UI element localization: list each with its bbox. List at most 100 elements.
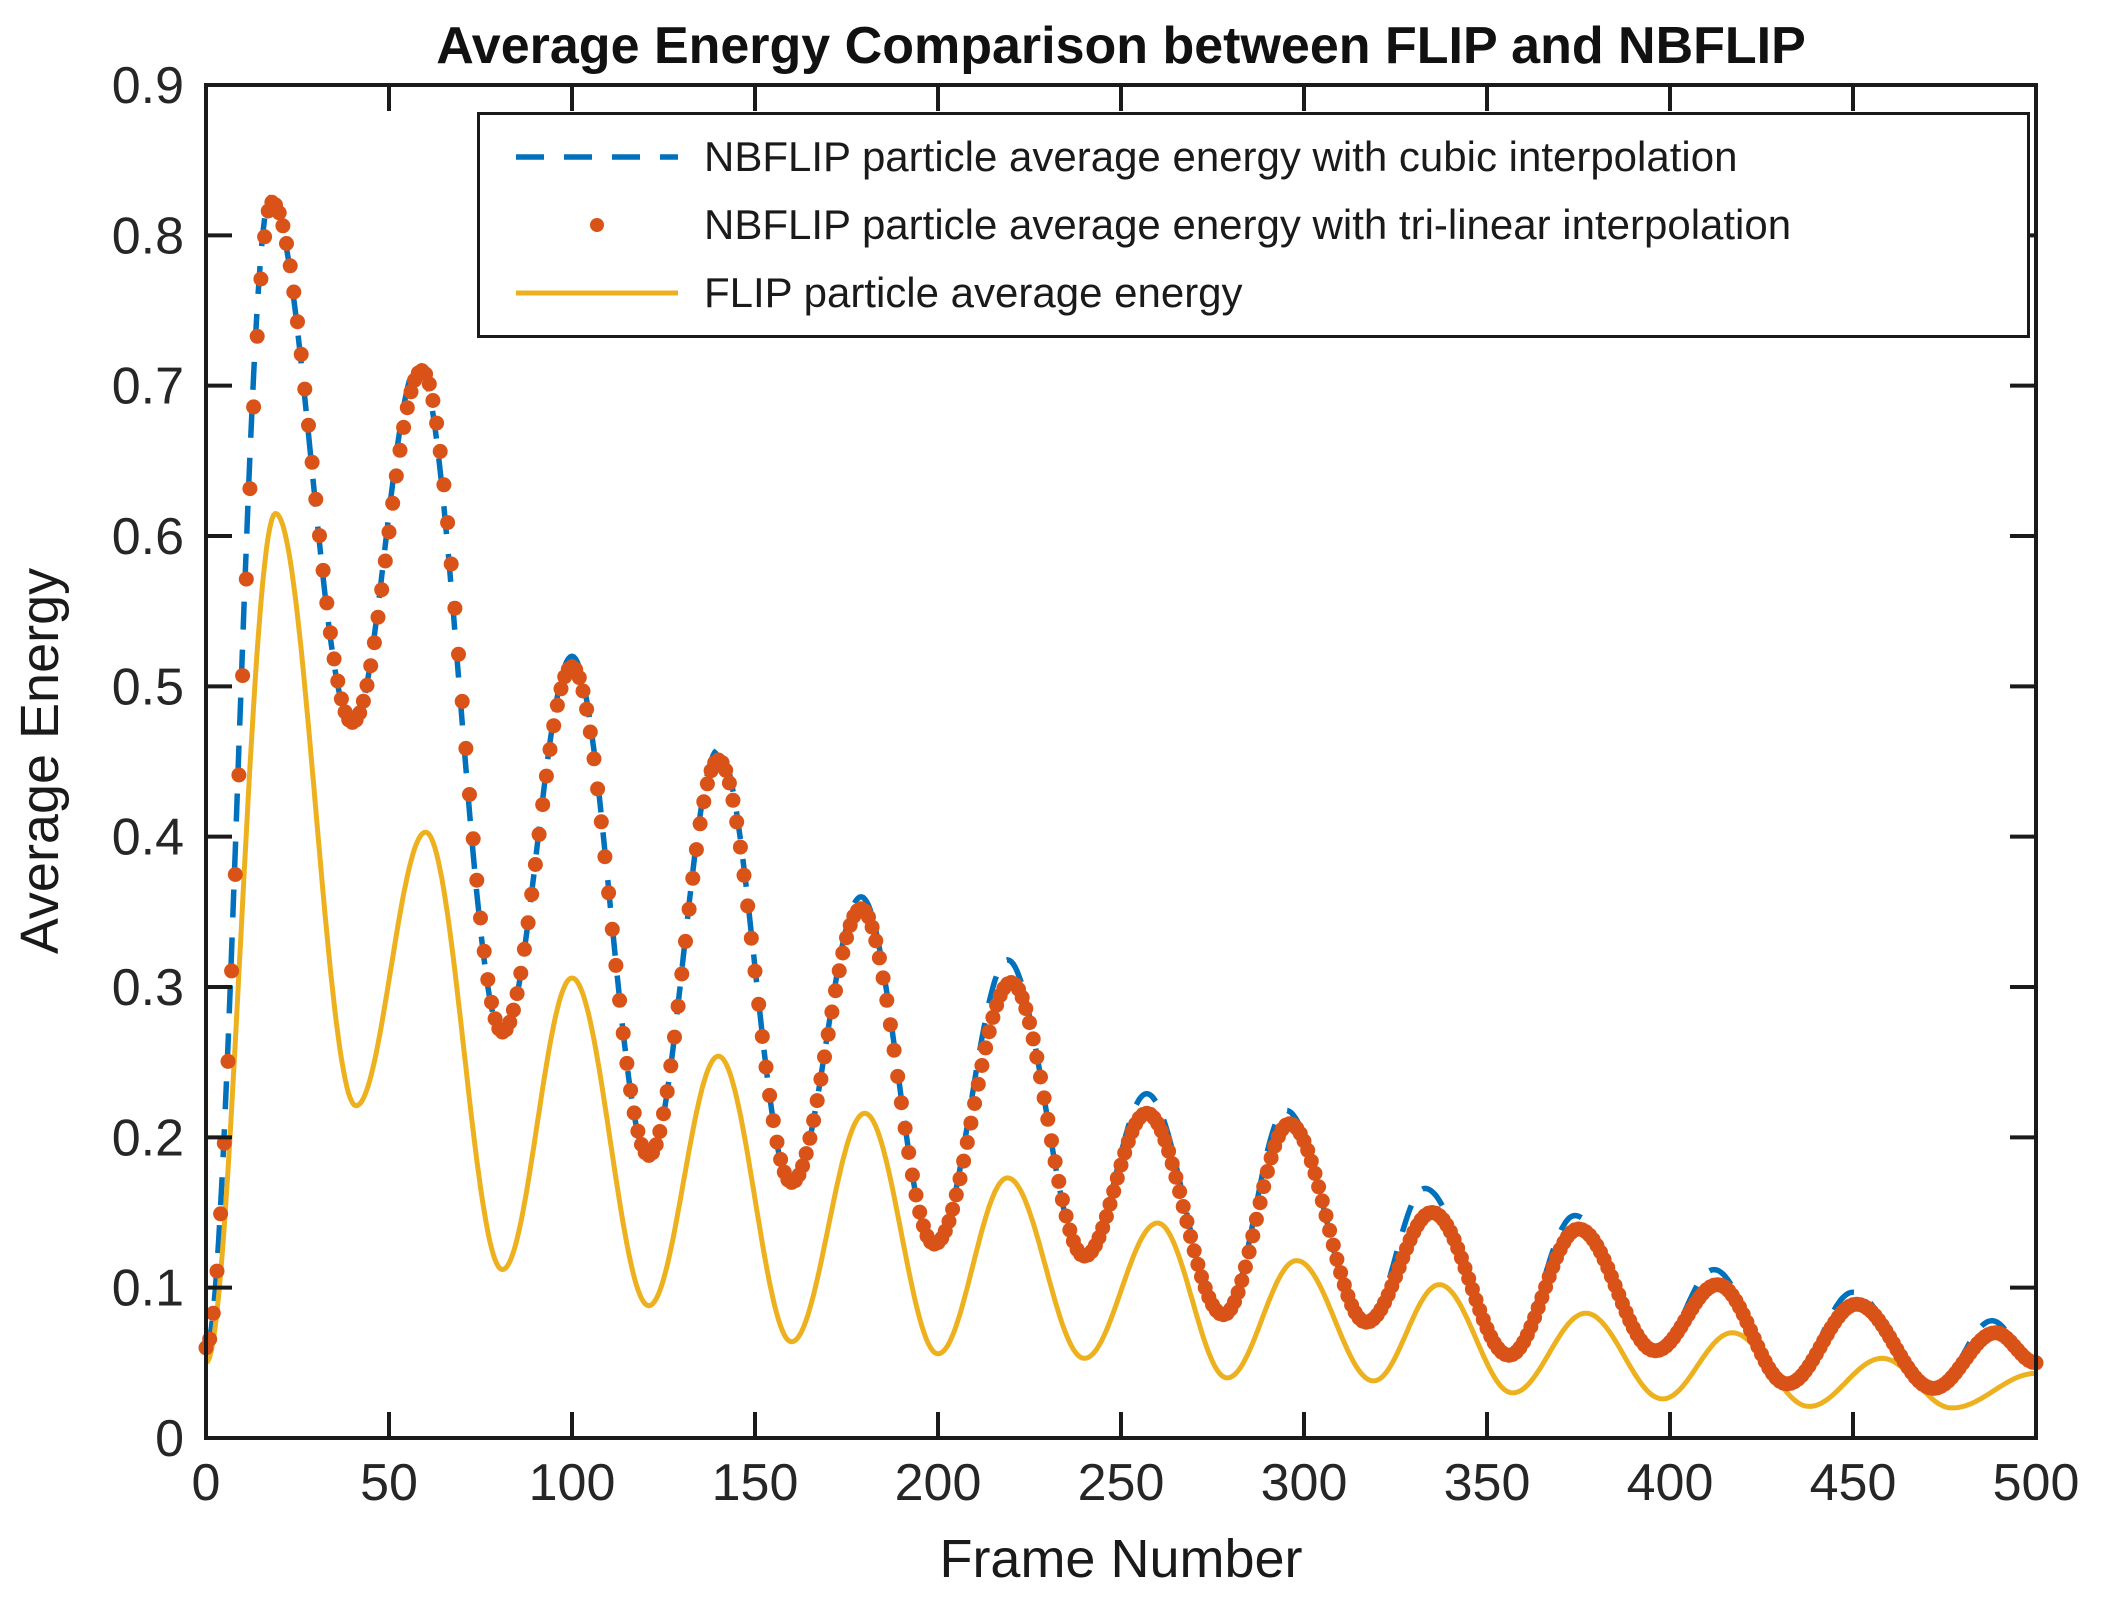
data-point-dot <box>553 681 569 697</box>
data-point-dot <box>513 965 529 981</box>
data-point-dot <box>1186 1243 1202 1259</box>
data-point-dot <box>765 1113 781 1129</box>
data-point-dot <box>246 399 262 415</box>
data-point-dot <box>425 393 441 408</box>
data-point-dot <box>699 776 715 792</box>
data-point-dot <box>769 1134 785 1150</box>
data-point-dot <box>659 1084 675 1100</box>
data-point-dot <box>392 442 408 458</box>
data-point-dot <box>209 1263 225 1279</box>
data-point-dot <box>527 857 543 872</box>
data-point-dot <box>729 814 745 830</box>
y-tick-label: 0.3 <box>112 959 184 1017</box>
series-flip-line <box>204 510 2037 1411</box>
data-point-dot <box>1190 1256 1206 1272</box>
data-point-dot <box>205 1305 221 1321</box>
data-point-dot <box>377 553 393 569</box>
data-point-dot <box>648 1137 664 1153</box>
data-point-dot <box>249 328 265 344</box>
data-point-dot <box>524 886 540 902</box>
data-point-dot <box>963 1115 979 1131</box>
data-point-dot <box>359 677 375 693</box>
data-point-dot <box>242 481 258 497</box>
data-point-dot <box>1183 1228 1198 1244</box>
data-point-dot <box>1102 1196 1118 1212</box>
data-point-dot <box>542 742 558 757</box>
data-point-dot <box>864 919 880 935</box>
data-point-dot <box>970 1076 986 1092</box>
data-point-dot <box>593 814 609 830</box>
data-point-dot <box>725 792 741 808</box>
data-point-dot <box>1179 1214 1195 1229</box>
data-point-dot <box>1245 1228 1261 1244</box>
data-point-dot <box>582 724 598 740</box>
x-tick-label: 50 <box>360 1454 418 1512</box>
data-point-dot <box>608 957 624 973</box>
data-point-dot <box>271 205 287 221</box>
data-point-dot <box>590 781 606 797</box>
y-tick-label: 0.7 <box>112 358 184 416</box>
chart-title: Average Energy Comparison between FLIP a… <box>436 17 1806 75</box>
data-point-dot <box>1029 1049 1045 1065</box>
x-tick-label: 350 <box>1444 1454 1531 1512</box>
data-point-dot <box>1318 1208 1334 1224</box>
data-point-dot <box>469 872 485 888</box>
data-point-dot <box>374 582 390 598</box>
data-point-dot <box>227 867 243 882</box>
data-point-dot <box>370 609 386 625</box>
data-point-dot <box>579 701 595 717</box>
data-point-dot <box>363 658 379 674</box>
data-point-dot <box>546 718 562 734</box>
data-point-dot <box>238 571 254 587</box>
data-point-dot <box>597 849 613 865</box>
data-point-dot <box>1237 1259 1253 1275</box>
y-tick-label: 0.2 <box>112 1109 184 1167</box>
data-point-dot <box>871 950 887 966</box>
data-point-dot <box>1058 1208 1074 1224</box>
data-point-dot <box>619 1055 635 1071</box>
data-point-dot <box>615 1025 631 1041</box>
data-point-dot <box>967 1096 983 1111</box>
data-point-dot <box>1303 1153 1319 1169</box>
legend-label: NBFLIP particle average energy with tri-… <box>704 201 1792 248</box>
data-point-dot <box>322 625 338 641</box>
solid-line-icon <box>516 290 678 296</box>
data-point-dot <box>301 417 316 433</box>
data-point-dot <box>908 1187 924 1203</box>
data-point-dot <box>403 384 419 400</box>
data-point-dot <box>809 1093 825 1109</box>
data-point-dot <box>1256 1179 1272 1195</box>
data-point-dot <box>352 705 368 721</box>
y-tick-label: 0 <box>155 1410 184 1468</box>
data-point-dot <box>630 1123 646 1139</box>
data-point-dot <box>806 1113 822 1128</box>
data-point-dot <box>220 1053 236 1069</box>
data-point-dot <box>432 443 448 459</box>
data-point-dot <box>795 1158 811 1174</box>
data-point-dot <box>421 376 437 392</box>
data-point-dot <box>663 1058 679 1074</box>
data-point-dot <box>366 635 382 651</box>
data-point-dot <box>1051 1173 1067 1189</box>
data-point-dot <box>1033 1069 1048 1085</box>
data-point-dot <box>678 933 693 949</box>
x-tick-label: 200 <box>895 1454 982 1512</box>
data-point-dot <box>688 842 704 858</box>
data-point-dot <box>1252 1195 1268 1211</box>
y-tick-label: 0.1 <box>112 1260 184 1318</box>
data-point-dot <box>231 767 247 783</box>
data-point-dot <box>216 1135 232 1151</box>
data-point-dot <box>868 933 884 949</box>
series-nbflip-trilinear-dots <box>198 194 2044 1396</box>
data-point-dot <box>945 1201 961 1217</box>
data-point-dot <box>502 1014 518 1030</box>
data-point-dot <box>904 1167 920 1183</box>
dot-marker-icon <box>590 218 604 232</box>
data-point-dot <box>882 1017 898 1033</box>
data-point-dot <box>253 271 269 287</box>
data-point-dot <box>813 1071 829 1087</box>
data-point-dot <box>315 562 331 578</box>
data-point-dot <box>275 218 291 234</box>
data-point-dot <box>535 797 551 813</box>
